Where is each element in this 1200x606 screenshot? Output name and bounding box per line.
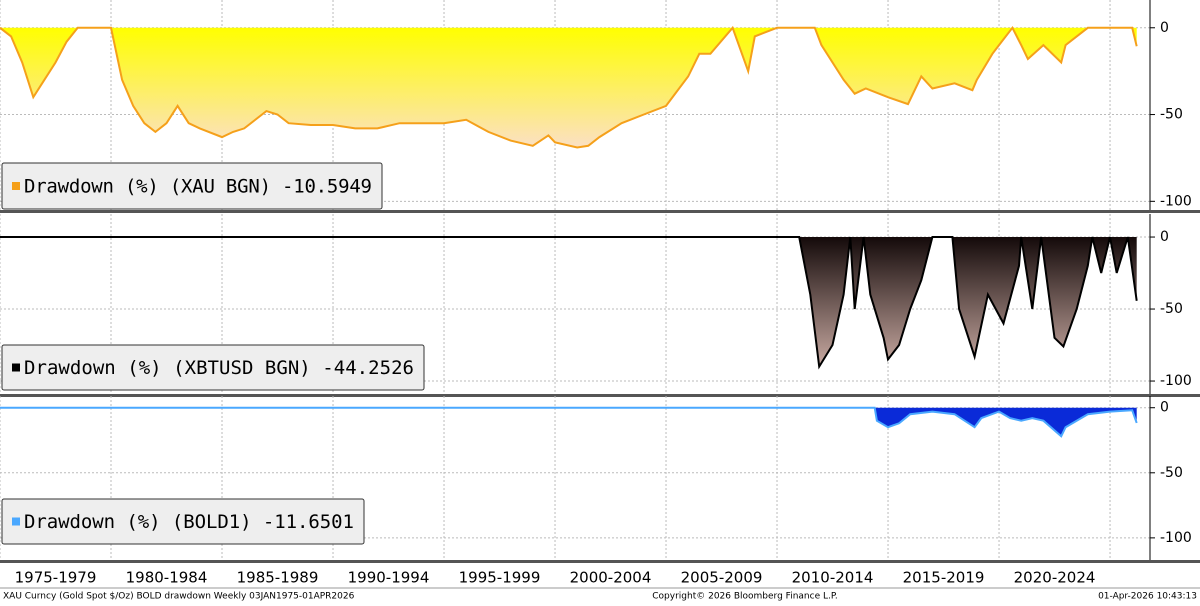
x-tick-label: 1980-1984 — [126, 569, 208, 587]
footer-left: XAU Curncy (Gold Spot $/Oz) BOLD drawdow… — [3, 592, 355, 602]
legend-label: Drawdown (%) (BOLD1) -11.6501 — [24, 511, 354, 533]
x-tick-label: 2020-2024 — [1014, 569, 1096, 587]
y-tick-label: -100 — [1160, 193, 1192, 209]
area — [0, 407, 1137, 437]
x-tick-label: 2010-2014 — [792, 569, 874, 587]
footer-right: 01-Apr-2026 10:43:13 — [1098, 592, 1197, 602]
legend-label: Drawdown (%) (XBTUSD BGN) -44.2526 — [24, 357, 414, 379]
y-tick-label: -100 — [1160, 530, 1192, 546]
x-tick-label: 1990-1994 — [348, 569, 430, 587]
y-tick-label: 0 — [1160, 229, 1169, 245]
line — [0, 406, 1138, 438]
footer-center: Copyright© 2026 Bloomberg Finance L.P. — [652, 592, 837, 602]
x-tick-label: 1985-1989 — [237, 569, 319, 587]
line — [0, 25, 1138, 149]
y-tick-label: 0 — [1160, 400, 1169, 416]
x-tick-label: 1995-1999 — [459, 569, 541, 587]
y-tick-label: -50 — [1160, 107, 1183, 123]
y-tick-label: -50 — [1160, 301, 1183, 317]
legend-swatch — [12, 182, 20, 190]
x-tick-label: 2015-2019 — [903, 569, 985, 587]
x-tick-label: 2000-2004 — [570, 569, 652, 587]
legend-label: Drawdown (%) (XAU BGN) -10.5949 — [24, 176, 372, 198]
legend-box — [1, 344, 425, 391]
legend-box — [1, 498, 365, 545]
legend-box — [1, 162, 383, 210]
legend-swatch — [12, 517, 20, 526]
x-tick-label: 1975-1979 — [15, 569, 97, 587]
line — [0, 236, 1138, 370]
area — [0, 27, 1137, 148]
y-tick-label: -50 — [1160, 465, 1183, 481]
legend-swatch — [12, 363, 20, 372]
x-tick-label: 2005-2009 — [681, 569, 763, 587]
y-tick-label: -100 — [1160, 373, 1192, 389]
y-tick-label: 0 — [1160, 20, 1169, 36]
